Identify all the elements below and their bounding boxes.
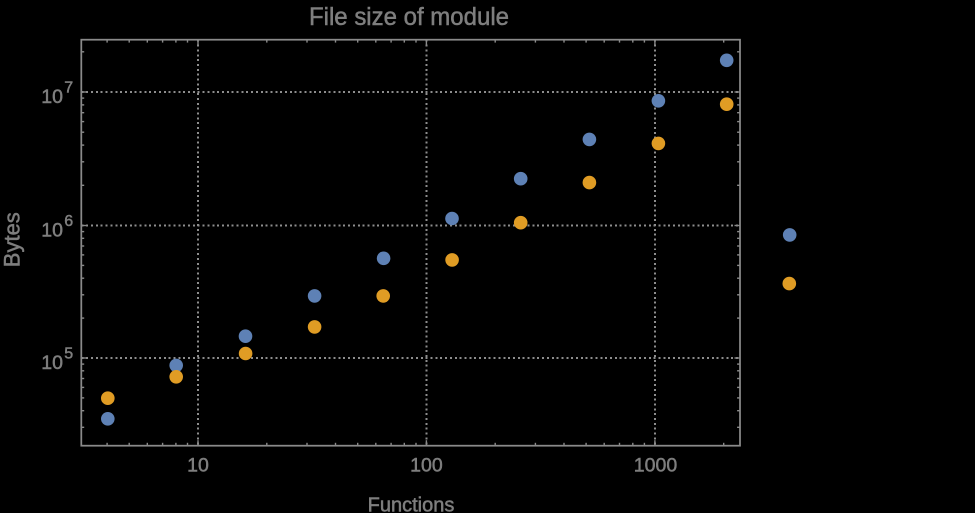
svg-text:10: 10: [187, 454, 209, 476]
svg-text:Bytes: Bytes: [0, 212, 25, 267]
svg-text:5: 5: [64, 345, 73, 362]
svg-text:10: 10: [41, 86, 63, 108]
svg-text:Functions: Functions: [368, 494, 455, 513]
svg-text:10: 10: [41, 352, 63, 374]
svg-text:7: 7: [64, 79, 73, 96]
svg-text:100: 100: [410, 454, 443, 476]
svg-text:File size of module: File size of module: [309, 3, 509, 31]
svg-text:10: 10: [41, 220, 63, 242]
svg-text:6: 6: [64, 213, 73, 230]
svg-text:1000: 1000: [634, 454, 678, 476]
